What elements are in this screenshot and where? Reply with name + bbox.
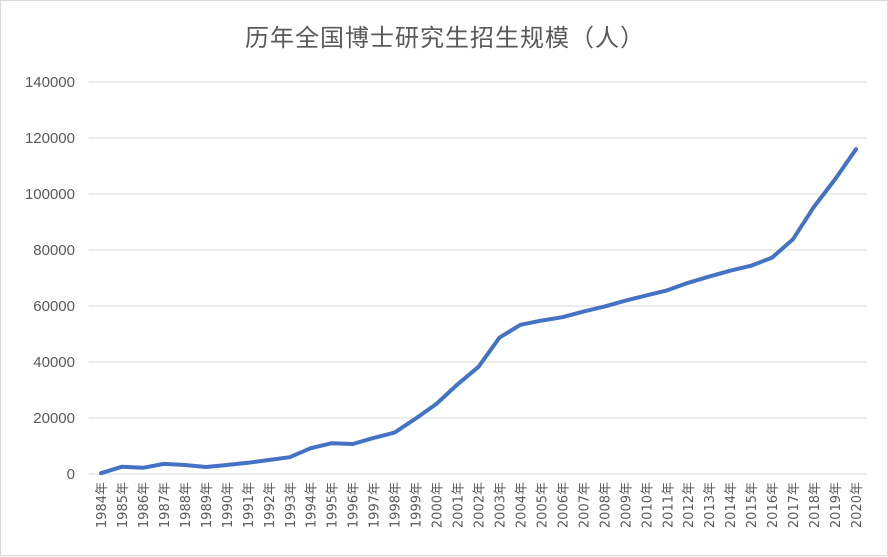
- x-tick-label: 1998年: [389, 482, 404, 528]
- y-tick-label: 100000: [25, 186, 75, 203]
- y-tick-label: 0: [67, 466, 75, 483]
- y-tick-label: 120000: [25, 130, 75, 147]
- y-tick-label: 40000: [33, 354, 75, 371]
- x-tick-label: 2012年: [682, 482, 697, 528]
- x-tick-label: 1984年: [95, 482, 110, 528]
- x-tick-label: 2015年: [745, 482, 760, 528]
- x-tick-label: 2011年: [661, 482, 676, 528]
- x-tick-label: 2008年: [598, 482, 613, 528]
- series-layer: [101, 149, 856, 473]
- y-tick-label: 80000: [33, 242, 75, 259]
- x-tick-label: 2017年: [787, 482, 802, 528]
- series-line: [101, 149, 856, 473]
- x-tick-label: 1991年: [242, 482, 257, 528]
- x-tick-label: 1993年: [284, 482, 299, 528]
- y-axis-ticks: 0 20000 40000 60000 80000 100000 120000 140000: [25, 74, 75, 483]
- gridlines: [89, 82, 867, 474]
- x-tick-label: 2010年: [640, 482, 655, 528]
- y-tick-label: 140000: [25, 74, 75, 91]
- x-tick-label: 1994年: [305, 482, 320, 528]
- x-tick-label: 1987年: [158, 482, 173, 528]
- x-tick-label: 1995年: [326, 482, 341, 528]
- x-tick-label: 2006年: [556, 482, 571, 528]
- x-tick-label: 1990年: [221, 482, 236, 528]
- x-tick-label: 2002年: [473, 482, 488, 528]
- x-tick-label: 1986年: [137, 482, 152, 528]
- x-tick-label: 1997年: [368, 482, 383, 528]
- x-tick-label: 2005年: [535, 482, 550, 528]
- x-tick-label: 1996年: [347, 482, 362, 528]
- x-tick-label: 2020年: [850, 482, 865, 528]
- x-tick-label: 2016年: [766, 482, 781, 528]
- x-tick-label: 1985年: [116, 482, 131, 528]
- x-tick-label: 2001年: [452, 482, 467, 528]
- x-tick-label: 2000年: [431, 482, 446, 528]
- x-tick-label: 2014年: [724, 482, 739, 528]
- x-tick-label: 2004年: [514, 482, 529, 528]
- x-tick-label: 1999年: [410, 482, 425, 528]
- x-tick-label: 1989年: [200, 482, 215, 528]
- x-tick-label: 1992年: [263, 482, 278, 528]
- x-tick-label: 2009年: [619, 482, 634, 528]
- x-tick-label: 2003年: [493, 482, 508, 528]
- x-axis-ticks: 1984年 1985年 1986年 1987年 1988年 1989年 1990年 1991年…: [95, 482, 865, 528]
- x-tick-label: 2018年: [808, 482, 823, 528]
- x-tick-label: 1988年: [179, 482, 194, 528]
- x-tick-label: 2007年: [577, 482, 592, 528]
- y-tick-label: 60000: [33, 298, 75, 315]
- y-tick-label: 20000: [33, 410, 75, 427]
- x-tick-label: 2019年: [829, 482, 844, 528]
- x-tick-label: 2013年: [703, 482, 718, 528]
